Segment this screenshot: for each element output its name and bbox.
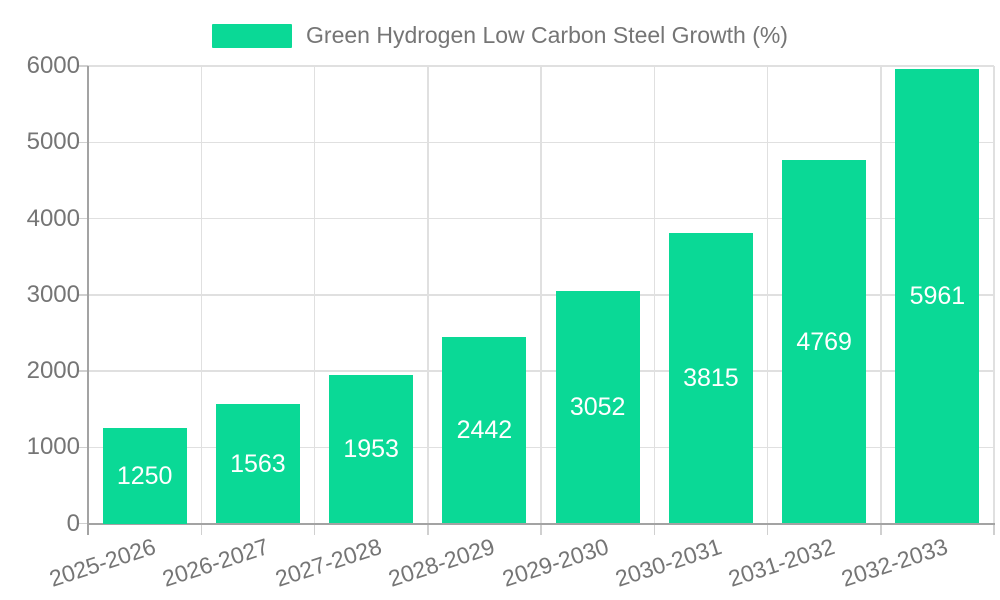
y-tick-label: 3000 — [26, 280, 80, 308]
x-tick-label: 2032-2033 — [838, 532, 952, 592]
v-gridline — [540, 66, 542, 524]
x-tick-label: 2026-2027 — [158, 532, 272, 592]
x-tick-mark — [880, 523, 882, 535]
y-tick-label: 1000 — [26, 433, 80, 461]
bar[interactable] — [782, 159, 867, 524]
bar[interactable] — [102, 428, 187, 524]
y-tick-mark — [77, 294, 88, 296]
x-tick-mark — [540, 523, 542, 535]
x-tick-mark — [766, 523, 769, 535]
bar[interactable] — [895, 68, 980, 524]
y-tick-label: 0 — [66, 509, 80, 537]
y-tick-mark — [77, 446, 88, 448]
x-tick-mark — [653, 523, 655, 535]
x-tick-label: 2029-2030 — [498, 532, 612, 592]
x-tick-label: 2028-2029 — [385, 532, 499, 592]
v-gridline — [313, 66, 316, 524]
y-tick-mark — [77, 217, 88, 220]
y-tick-label: 5000 — [26, 128, 80, 156]
v-gridline — [200, 66, 202, 524]
y-tick-mark — [77, 522, 88, 525]
legend-swatch — [212, 23, 293, 48]
x-tick-label: 2030-2031 — [611, 532, 725, 592]
x-tick-label: 2031-2032 — [725, 532, 838, 592]
bar[interactable] — [329, 374, 414, 524]
y-tick-label: 6000 — [26, 52, 80, 79]
legend-item[interactable]: Green Hydrogen Low Carbon Steel Growth (… — [0, 22, 1000, 49]
y-tick-mark — [77, 370, 88, 372]
v-gridline — [880, 66, 882, 524]
x-tick-mark — [427, 523, 429, 535]
v-gridline — [427, 66, 429, 524]
legend-label: Green Hydrogen Low Carbon Steel Growth (… — [306, 22, 788, 48]
x-tick-mark — [993, 523, 995, 535]
v-gridline — [766, 66, 769, 524]
x-tick-mark — [200, 523, 202, 535]
y-tick-label: 2000 — [26, 357, 80, 384]
bar[interactable] — [668, 232, 753, 524]
y-tick-label: 4000 — [26, 204, 80, 232]
x-tick-label: 2025-2026 — [45, 532, 159, 592]
v-gridline — [653, 66, 655, 524]
y-tick-mark — [77, 65, 88, 67]
y-tick-mark — [77, 141, 88, 143]
bar[interactable] — [215, 404, 300, 524]
x-tick-label: 2027-2028 — [272, 532, 385, 592]
bar[interactable] — [555, 290, 640, 524]
y-axis-line — [87, 66, 89, 535]
bar[interactable] — [442, 337, 527, 524]
x-axis-line — [87, 522, 995, 525]
x-tick-mark — [313, 523, 316, 535]
v-gridline — [993, 66, 995, 524]
